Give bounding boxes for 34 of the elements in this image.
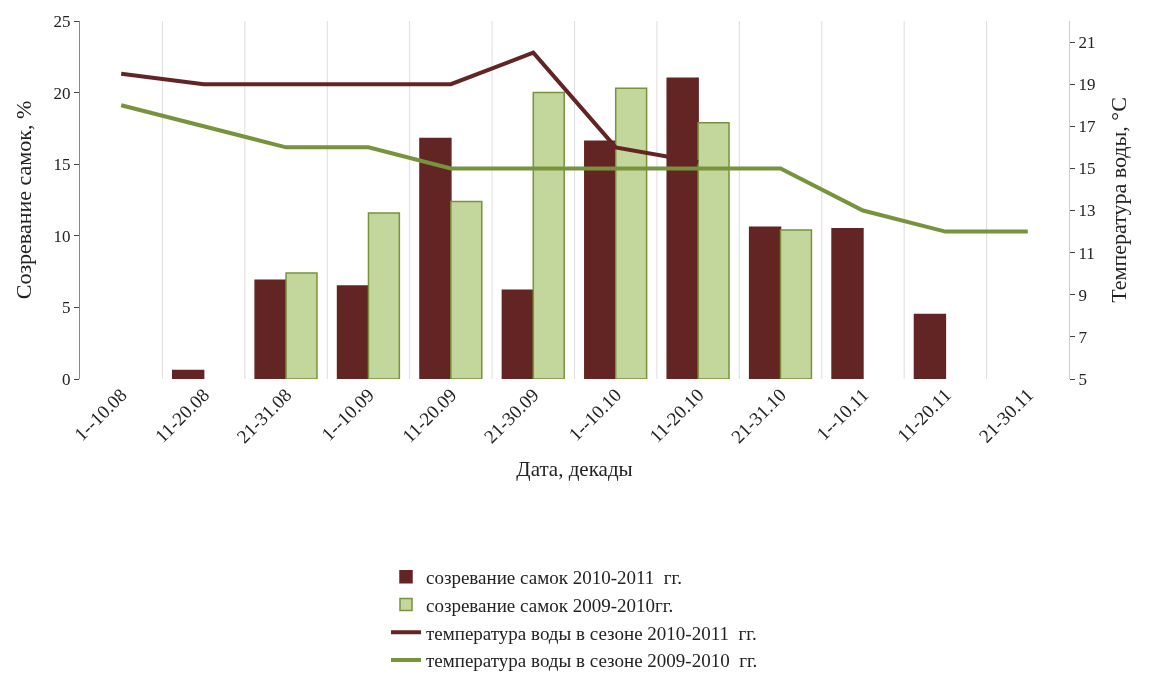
bar [336,285,370,379]
y2-tick-label: 11 [1078,243,1095,263]
bar [831,227,864,379]
y-tick-label: 10 [53,226,71,246]
y2-tick-label: 17 [1078,117,1096,137]
y2-axis-title: Температура воды, °C [1105,97,1131,303]
y-axis-title: Созревание самок, % [11,100,37,300]
bar [419,137,452,379]
y2-tick-label: 19 [1078,75,1096,95]
y2-tick-label: 21 [1078,33,1096,53]
legend-label: температура воды в сезоне 2009-2010 гг. [426,650,758,672]
y-tick-label: 15 [53,155,71,175]
bar [501,289,535,379]
y-tick-label: 25 [53,11,71,31]
y-tick-label: 20 [53,83,71,103]
bar [913,313,947,379]
legend-label: температура воды в сезоне 2010-2011 гг. [426,622,757,644]
x-axis-title: Дата, декады [516,457,633,482]
legend-label: созревание самок 2009-2010гг. [426,594,674,616]
legend-label: созревание самок 2010-2011 гг. [426,567,682,589]
y2-tick-label: 9 [1078,285,1087,305]
y2-tick-label: 7 [1078,327,1088,347]
bar [779,229,813,379]
bar [450,200,483,379]
bar [367,212,401,379]
y2-tick-label: 15 [1078,159,1096,179]
y2-tick-label: 5 [1078,369,1087,389]
bar [285,272,318,379]
bar [748,226,782,379]
bar [171,369,205,379]
y-tick-label: 0 [62,369,71,389]
y2-tick-label: 13 [1078,201,1096,221]
bar [254,279,287,379]
y-tick-label: 5 [62,298,71,318]
